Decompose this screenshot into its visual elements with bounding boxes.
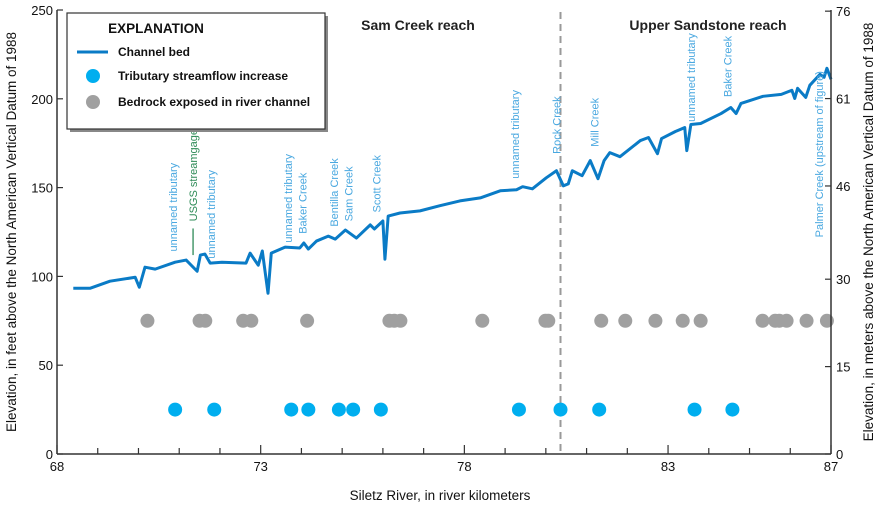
bedrock-exposed-in-river-channel-point	[198, 313, 213, 328]
y-tick-label: 50	[39, 358, 53, 373]
annotation-label: Mill Creek	[590, 97, 602, 146]
annotation-label: Scott Creek	[371, 154, 383, 212]
x-tick-label: 83	[661, 459, 675, 474]
annotation-label: unnamed tributary	[686, 33, 698, 122]
annotation-label: Baker Creek	[298, 172, 310, 234]
tributary-streamflow-increase-point	[301, 402, 316, 417]
y2-tick-label: 30	[836, 272, 850, 287]
legend-entry-bedrock: Bedrock exposed in river channel	[118, 95, 310, 109]
bedrock-exposed-in-river-channel-point	[675, 313, 690, 328]
legend-box	[66, 12, 326, 130]
x-tick-label: 73	[253, 459, 267, 474]
bedrock-exposed-in-river-channel-point	[475, 313, 490, 328]
y2-tick-label: 15	[836, 360, 850, 375]
annotation-label: Bentilla Creek	[329, 158, 341, 227]
bedrock-exposed-in-river-channel-point	[140, 313, 155, 328]
tributary-streamflow-increase-point	[331, 402, 346, 417]
tributary-streamflow-increase-point	[346, 402, 361, 417]
annotation-label: USGS streamgage	[188, 129, 200, 221]
y-tick-label: 250	[31, 3, 53, 18]
tributary-streamflow-increase-point	[511, 402, 526, 417]
tributary-streamflow-increase-point	[168, 402, 183, 417]
bedrock-exposed-in-river-channel-point	[799, 313, 814, 328]
bedrock-exposed-in-river-channel-point	[779, 313, 794, 328]
bedrock-exposed-in-river-channel-point	[618, 313, 633, 328]
annotation-label: Sam Creek	[343, 166, 355, 222]
legend-entry-tributary: Tributary streamflow increase	[118, 69, 288, 83]
y-tick-label: 100	[31, 269, 53, 284]
y-tick-label: 150	[31, 181, 53, 196]
y2-tick-label: 46	[836, 179, 850, 194]
bedrock-exposed-in-river-channel-point	[819, 313, 834, 328]
tributary-streamflow-increase-point	[687, 402, 702, 417]
bedrock-exposed-in-river-channel-point	[755, 313, 770, 328]
legend: EXPLANATION Channel bed Tributary stream…	[66, 12, 328, 132]
tributary-streamflow-increase-point	[725, 402, 740, 417]
y2-tick-label: 61	[836, 92, 850, 107]
legend-bedrock-swatch	[86, 95, 100, 109]
y2-tick-label: 76	[836, 4, 850, 19]
legend-tributary-swatch	[86, 69, 100, 83]
tributary-streamflow-increase-point	[284, 402, 299, 417]
x-axis-title: Siletz River, in river kilometers	[350, 488, 531, 503]
annotation-label: Rock Creek	[551, 96, 563, 154]
y-tick-label: 0	[46, 447, 53, 462]
tributary-streamflow-increase-point	[553, 402, 568, 417]
channel-bed-line	[73, 66, 833, 295]
x-tick-label: 87	[824, 459, 838, 474]
annotation-label: unnamed tributary	[168, 162, 180, 251]
y-tick-label: 200	[31, 92, 53, 107]
annotation-label: unnamed tributary	[206, 169, 218, 258]
annotation-label: Baker Creek	[723, 35, 735, 97]
bedrock-exposed-in-river-channel-point	[300, 313, 315, 328]
bedrock-exposed-in-river-channel-point	[648, 313, 663, 328]
reach-label-upper-sandstone: Upper Sandstone reach	[629, 17, 786, 33]
reach-label-sam-creek: Sam Creek reach	[361, 17, 475, 33]
y2-axis-title: Elevation, in meters above the North Ame…	[861, 23, 876, 442]
annotation-label: Palmer Creek (upstream of figure)	[814, 71, 826, 237]
bedrock-exposed-in-river-channel-point	[594, 313, 609, 328]
legend-title: EXPLANATION	[108, 21, 204, 36]
bedrock-exposed-in-river-channel-point	[393, 313, 408, 328]
tributary-streamflow-increase-point	[207, 402, 222, 417]
tributary-streamflow-increase-point	[592, 402, 607, 417]
tributary-streamflow-increase-point	[373, 402, 388, 417]
annotation-label: unnamed tributary	[510, 90, 522, 179]
legend-entry-channel-bed: Channel bed	[118, 45, 190, 59]
x-tick-label: 78	[457, 459, 471, 474]
y2-tick-label: 0	[836, 447, 843, 462]
x-tick-label: 68	[50, 459, 64, 474]
bedrock-exposed-in-river-channel-point	[693, 313, 708, 328]
annotation-label: unnamed tributary	[283, 153, 295, 242]
y-axis-title: Elevation, in feet above the North Ameri…	[4, 32, 19, 432]
bedrock-exposed-in-river-channel-point	[541, 313, 556, 328]
bedrock-exposed-in-river-channel-point	[244, 313, 259, 328]
